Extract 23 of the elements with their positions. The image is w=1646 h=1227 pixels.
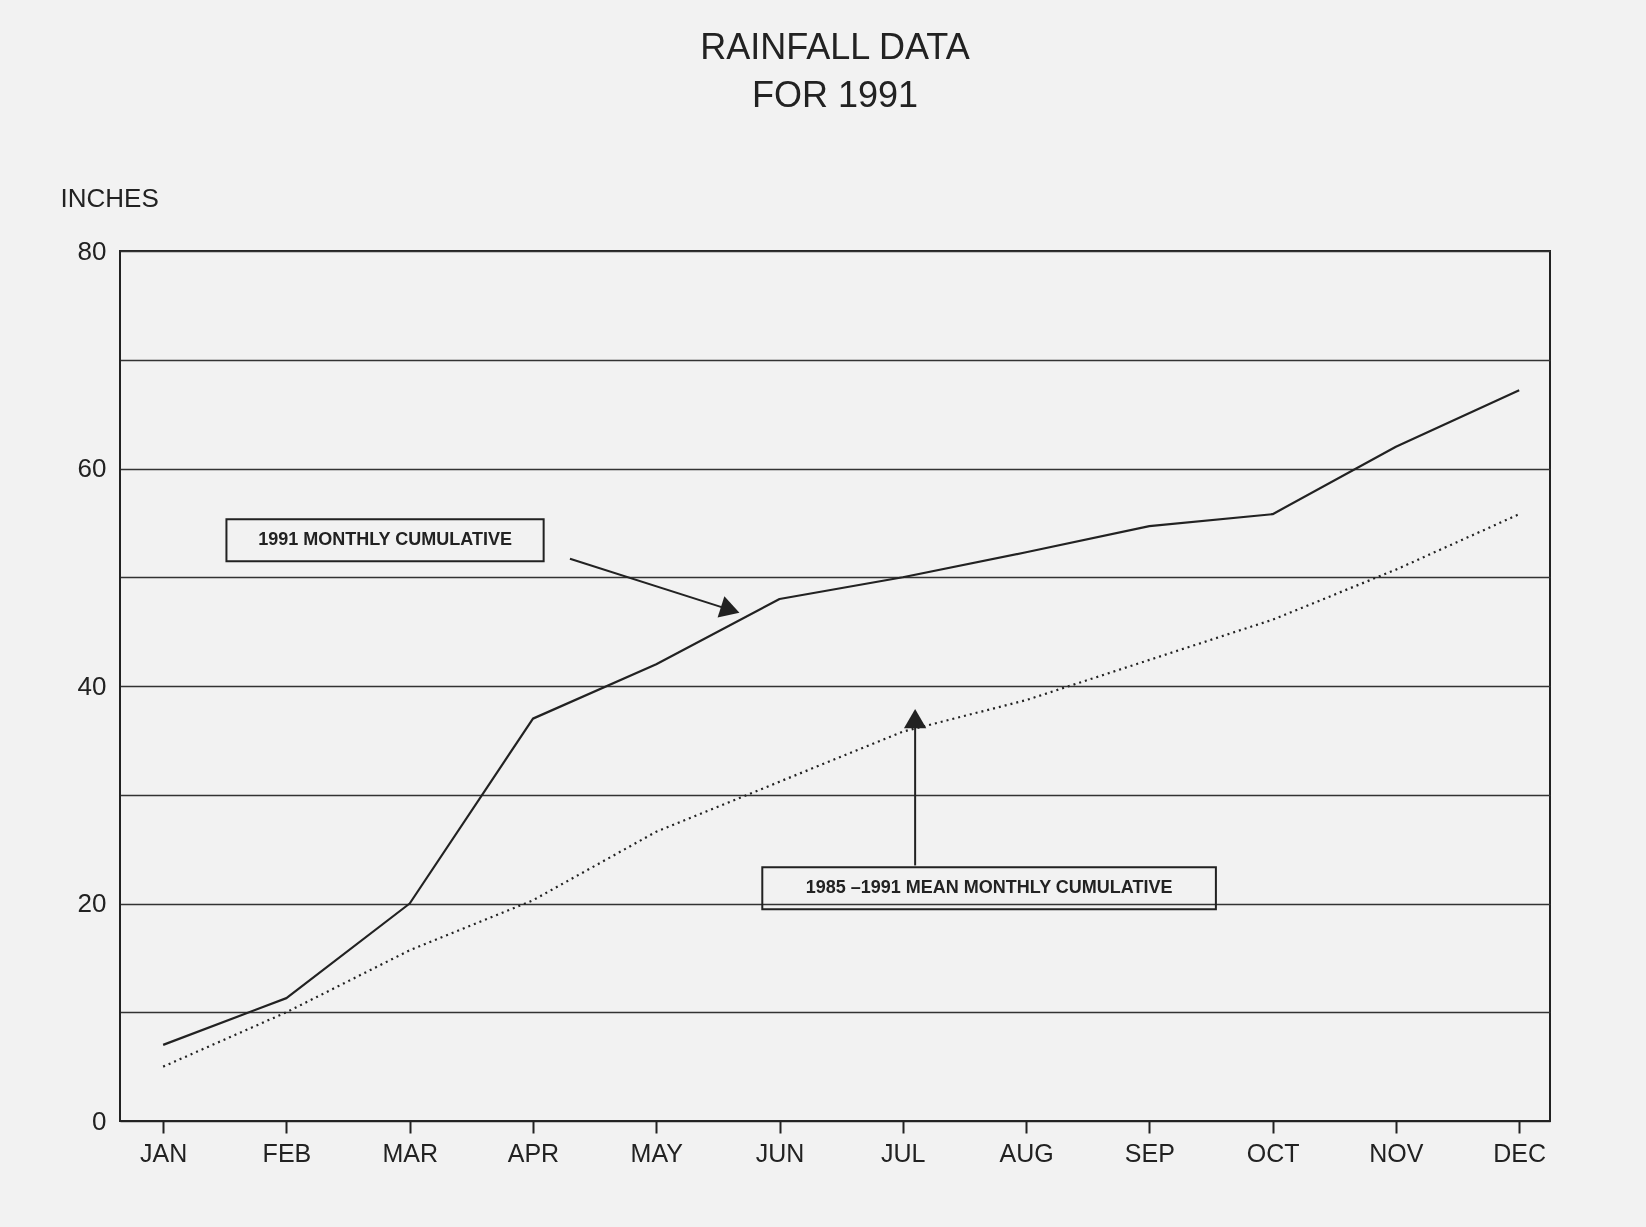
x-tick-label: OCT xyxy=(1246,1138,1300,1167)
x-tick-label: APR xyxy=(507,1138,560,1167)
x-tick-label: SEP xyxy=(1124,1138,1175,1167)
y-tick-label: 40 xyxy=(77,670,107,701)
y-tick-label: 60 xyxy=(77,453,107,483)
x-tick-label: NOV xyxy=(1369,1138,1424,1167)
x-tick-label: AUG xyxy=(999,1138,1054,1167)
y-tick-label: 80 xyxy=(77,235,107,266)
x-tick-label: JAN xyxy=(140,1138,188,1167)
x-tick-label: JUN xyxy=(755,1138,805,1167)
x-tick-label: MAY xyxy=(630,1138,684,1167)
y-axis-title: INCHES xyxy=(60,182,159,213)
line-series xyxy=(162,513,1521,1068)
x-tick-label: FEB xyxy=(262,1138,312,1167)
x-tick-label: MAR xyxy=(382,1138,438,1167)
annotation: 1985 –1991 MEAN MONTHLY CUMULATIVE xyxy=(805,877,1173,898)
y-tick-label: 20 xyxy=(77,888,107,918)
annotation: 1991 MONTHLY CUMULATIVE xyxy=(258,529,512,550)
line-series xyxy=(162,389,1521,1046)
chart-title: RAINFALL DATA FOR 1991 xyxy=(700,26,970,115)
y-tick-label: 0 xyxy=(92,1105,107,1136)
x-tick-label: JUL xyxy=(881,1138,926,1167)
x-tick-label: DEC xyxy=(1493,1138,1547,1167)
